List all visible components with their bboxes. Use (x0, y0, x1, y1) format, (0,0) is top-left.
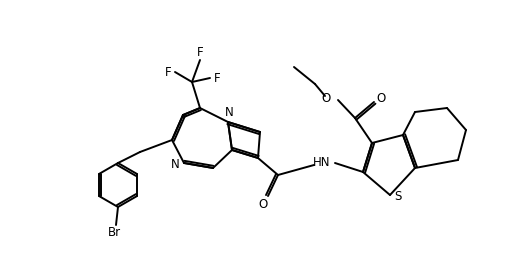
Text: Br: Br (107, 227, 121, 240)
Text: N: N (225, 106, 234, 119)
Text: O: O (377, 92, 385, 106)
Text: F: F (214, 72, 220, 85)
Text: O: O (322, 92, 331, 106)
Text: N: N (171, 157, 180, 171)
Text: HN: HN (313, 156, 331, 169)
Text: O: O (258, 197, 268, 211)
Text: F: F (197, 45, 203, 58)
Text: F: F (165, 66, 171, 79)
Text: S: S (394, 190, 401, 202)
